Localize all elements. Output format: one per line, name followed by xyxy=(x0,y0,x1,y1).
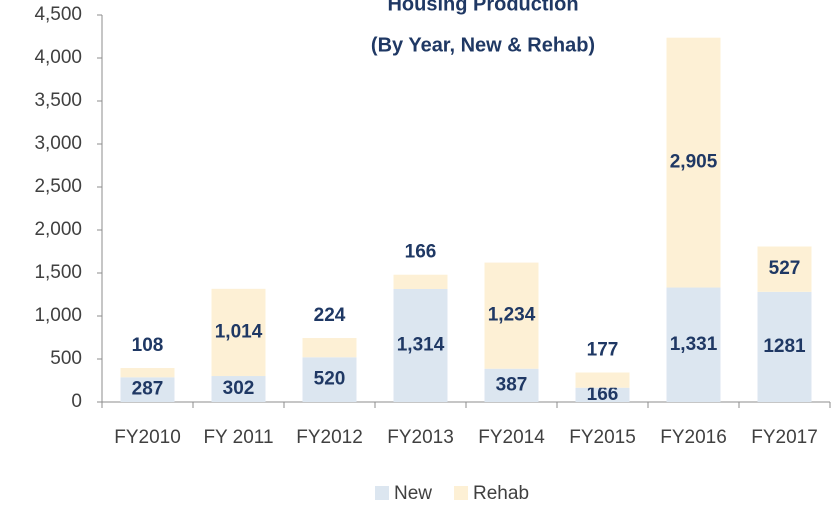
data-label: 1281 xyxy=(763,336,806,357)
bar-segment xyxy=(666,37,721,288)
legend-label: Rehab xyxy=(473,483,529,504)
chart-subtitle: (By Year, New & Rehab) xyxy=(371,34,595,56)
x-tick-label: FY2012 xyxy=(296,427,363,448)
bar-segment xyxy=(211,288,266,377)
bar-segment xyxy=(211,376,266,402)
y-tick-label: 4,500 xyxy=(34,4,82,25)
y-tick-label: 500 xyxy=(50,348,82,369)
legend-label: New xyxy=(394,483,432,504)
bar-segment xyxy=(757,291,812,402)
y-tick-label: 4,000 xyxy=(34,47,82,68)
y-tick-label: 3,000 xyxy=(34,133,82,154)
bar-segment xyxy=(666,287,721,402)
x-tick-label: FY 2011 xyxy=(203,427,273,448)
data-label: 224 xyxy=(314,305,346,326)
data-label: 302 xyxy=(223,378,255,399)
data-label: 2,905 xyxy=(670,152,718,173)
bar-segment xyxy=(302,338,357,358)
x-tick-label: FY2017 xyxy=(751,427,818,448)
bar-segment xyxy=(120,377,175,402)
bar-segment xyxy=(393,288,448,402)
y-tick-label: 0 xyxy=(71,391,82,412)
y-tick-label: 1,500 xyxy=(34,262,82,283)
bar-segment xyxy=(120,368,175,378)
data-label: 1,314 xyxy=(397,335,445,356)
y-tick-label: 2,000 xyxy=(34,219,82,240)
bar-segment xyxy=(302,357,357,402)
chart-title: Housing Production xyxy=(387,0,578,15)
x-tick-label: FY2013 xyxy=(387,427,454,448)
bar-segment xyxy=(484,262,539,369)
data-label: 177 xyxy=(587,340,619,361)
data-label: 108 xyxy=(132,335,164,356)
data-label: 166 xyxy=(587,384,619,405)
legend-swatch xyxy=(375,486,389,500)
bar-segment xyxy=(393,274,448,289)
data-label: 166 xyxy=(405,242,437,263)
bar-segment xyxy=(575,387,630,402)
x-tick-label: FY2016 xyxy=(660,427,727,448)
x-tick-label: FY2014 xyxy=(478,427,545,448)
data-label: 1,014 xyxy=(215,321,263,342)
y-tick-label: 1,000 xyxy=(34,305,82,326)
bar-segment xyxy=(757,246,812,292)
x-tick-label: FY2010 xyxy=(114,427,181,448)
legend-swatch xyxy=(454,486,469,500)
bar-segment xyxy=(484,368,539,402)
x-tick-label: FY2015 xyxy=(569,427,636,448)
y-tick-label: 2,500 xyxy=(34,176,82,197)
data-label: 387 xyxy=(496,374,528,395)
data-label: 1,331 xyxy=(670,334,718,355)
y-tick-label: 3,500 xyxy=(34,90,82,111)
data-label: 1,234 xyxy=(488,305,536,326)
bar-segment xyxy=(575,372,630,388)
data-label: 527 xyxy=(769,258,801,279)
data-label: 287 xyxy=(132,379,164,400)
data-label: 520 xyxy=(314,369,346,390)
